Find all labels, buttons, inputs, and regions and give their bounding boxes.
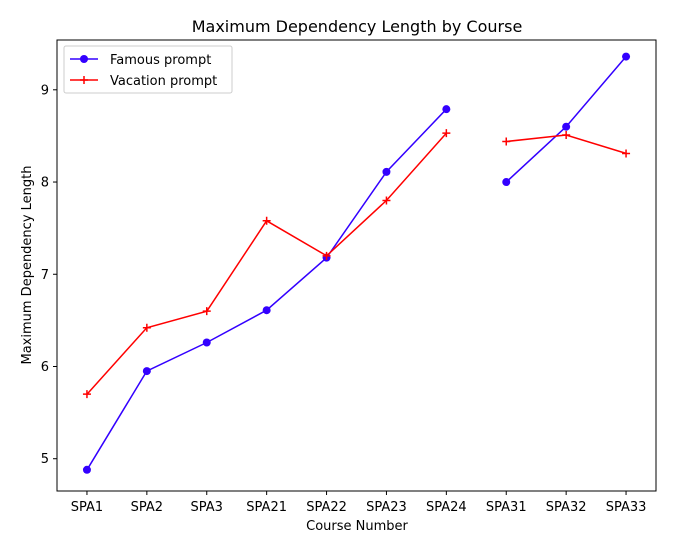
legend-marker-famous [80,55,88,63]
data-point-famous [502,178,511,187]
data-point-vacation [202,307,211,316]
data-point-vacation [562,130,571,139]
y-tick-label: 7 [41,268,49,283]
x-axis-title: Course Number [306,519,408,534]
y-tick-label: 5 [41,452,49,467]
series-line-famous [86,108,447,471]
legend-box [63,45,233,94]
y-tick-label: 9 [41,83,49,98]
tick-layer: SPA1 SPA2 SPA3 SPA21 SPA22 SPA23 SPA24 SPA31 SPA… [41,83,647,515]
data-point-famous [622,52,631,61]
y-axis-title: Maximum Dependency Length [20,166,35,365]
data-point-famous [382,167,391,176]
x-tick-label: SPA31 [486,500,527,515]
x-tick-label: SPA21 [246,500,287,515]
series-line-vacation [86,132,447,395]
data-point-vacation [502,137,511,146]
series-line-famous [505,56,627,183]
legend-marker-vacation [80,76,88,84]
data-point-vacation [442,129,451,138]
series-vacation [82,129,631,399]
data-point-famous [442,105,451,114]
data-point-famous [562,122,571,131]
legend-label-vacation: Vacation prompt [110,74,217,89]
x-tick-label: SPA33 [606,500,647,515]
chart-title: Maximum Dependency Length by Course [192,17,523,36]
plot-area-frame [56,39,657,492]
x-tick-label: SPA2 [131,500,163,515]
data-point-famous [82,465,91,474]
data-point-vacation [622,149,631,158]
data-point-vacation [322,251,331,260]
data-point-famous [202,338,211,347]
data-point-vacation [142,323,151,332]
data-point-famous [262,306,271,315]
data-point-vacation [82,390,91,399]
series-famous [82,52,631,474]
data-point-vacation [262,216,271,225]
legend-label-famous: Famous prompt [110,53,211,68]
x-tick-label: SPA3 [191,500,223,515]
x-tick-label: SPA24 [426,500,467,515]
x-tick-label: SPA23 [366,500,407,515]
series-layer [82,52,631,474]
y-tick-label: 6 [41,360,49,375]
data-point-famous [142,367,151,376]
x-tick-label: SPA32 [546,500,587,515]
y-tick-label: 8 [41,176,49,191]
x-tick-label: SPA22 [306,500,347,515]
data-point-vacation [382,196,391,205]
legend: Famous prompt Vacation prompt [63,45,233,94]
x-tick-label: SPA1 [71,500,103,515]
